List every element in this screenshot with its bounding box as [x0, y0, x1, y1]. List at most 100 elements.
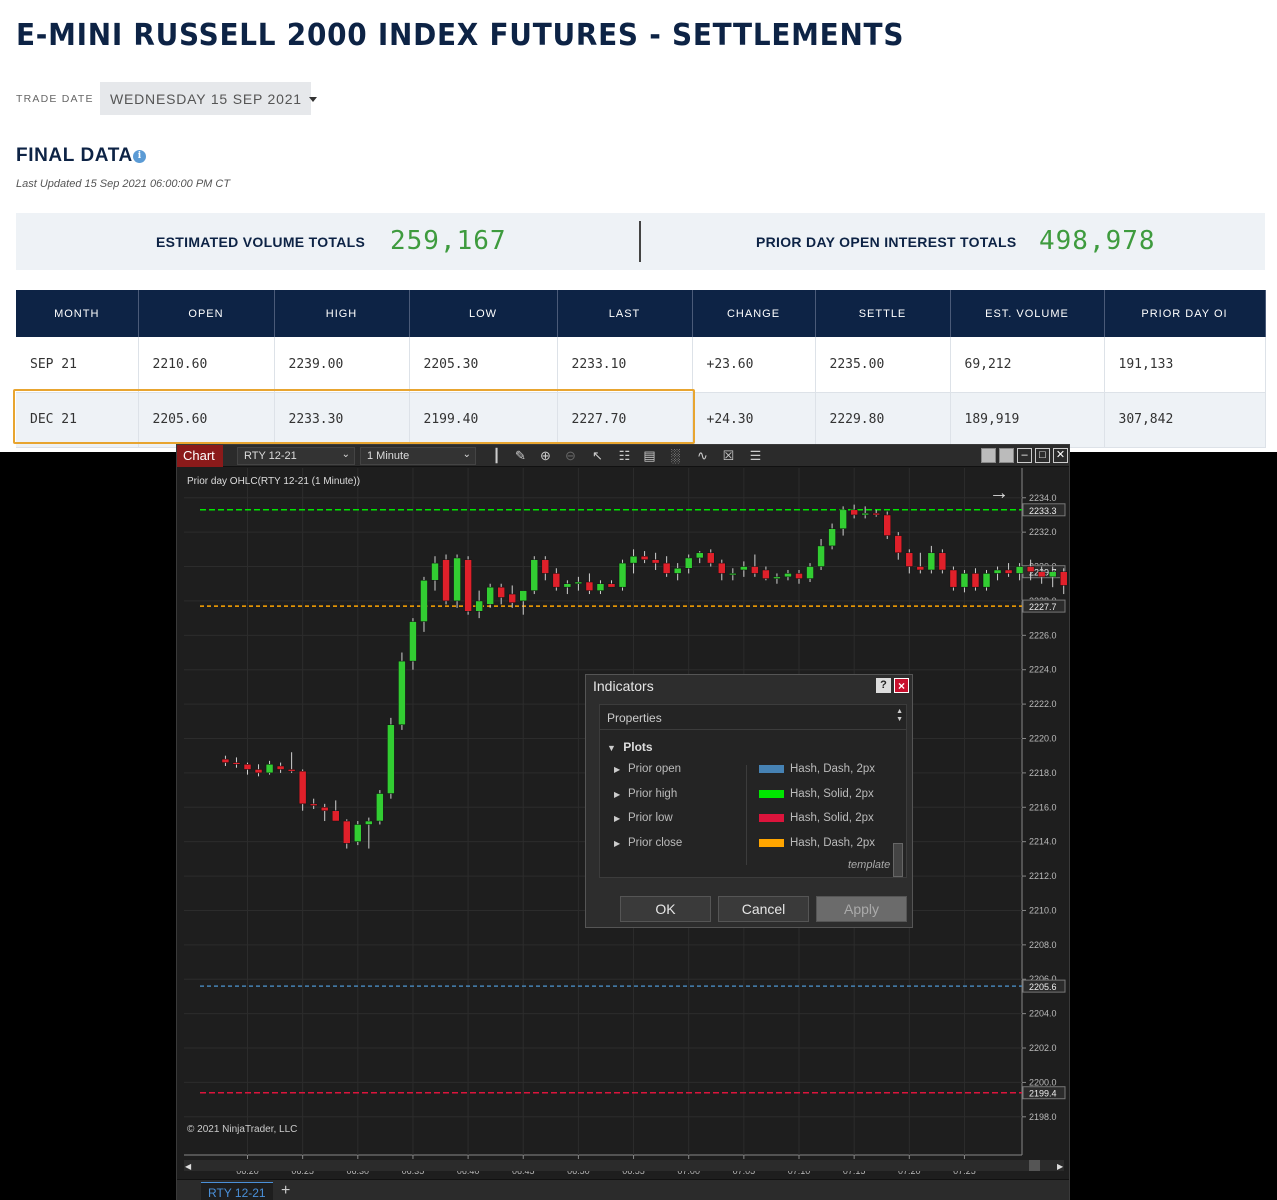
- trade-date-dropdown[interactable]: WEDNESDAY 15 SEP 2021: [100, 82, 317, 115]
- drawing-objects-icon[interactable]: ∿: [697, 448, 708, 463]
- candle-down: [254, 769, 263, 774]
- list-icon[interactable]: ☰: [749, 448, 762, 463]
- table-cell: 2233.10: [557, 337, 693, 393]
- color-swatch[interactable]: [759, 790, 784, 798]
- candle-down: [1004, 569, 1013, 574]
- template-label[interactable]: template: [848, 859, 891, 871]
- page-title: E-MINI RUSSELL 2000 INDEX FUTURES - SETT…: [16, 18, 905, 53]
- candle-down: [343, 820, 351, 844]
- plot-name: Prior low: [628, 812, 673, 824]
- plots-group[interactable]: ▼ Plots: [607, 740, 653, 754]
- column-header[interactable]: LAST: [557, 290, 693, 337]
- candle-down: [949, 569, 958, 588]
- table-cell: +24.30: [692, 392, 816, 448]
- candle-up: [784, 573, 792, 578]
- table-cell: 2205.30: [409, 337, 558, 393]
- price-marker: [1022, 1086, 1066, 1100]
- plots-label: Plots: [623, 740, 653, 754]
- instrument-tab[interactable]: RTY 12-21: [201, 1182, 273, 1200]
- info-icon[interactable]: i: [133, 150, 146, 163]
- column-header[interactable]: MONTH: [16, 290, 139, 337]
- price-marker-label: 2199.4: [1029, 1089, 1057, 1099]
- close-icon[interactable]: ✕: [1053, 448, 1068, 463]
- pointer-icon[interactable]: ↖: [592, 448, 603, 463]
- chart-title-tab[interactable]: Chart: [177, 445, 223, 467]
- scrollbar-thumb: [1029, 1160, 1040, 1171]
- column-header[interactable]: LOW: [409, 290, 558, 337]
- zoom-in-icon[interactable]: ⊕: [540, 448, 551, 463]
- candle-up: [817, 545, 825, 567]
- table-cell: 2229.80: [815, 392, 951, 448]
- column-header[interactable]: PRIOR DAY OI: [1104, 290, 1266, 337]
- column-header[interactable]: OPEN: [138, 290, 275, 337]
- column-header[interactable]: CHANGE: [692, 290, 816, 337]
- plot-row-prior-high[interactable]: ▶ Prior high Hash, Solid, 2px: [614, 788, 894, 808]
- caret-down-icon: ▼: [607, 743, 616, 753]
- zoom-out-icon[interactable]: ⊖: [565, 448, 576, 463]
- candle-down: [640, 555, 649, 560]
- totals-divider: [639, 221, 641, 262]
- y-tick-label: 2220.0: [1029, 733, 1057, 743]
- plot-row-prior-open[interactable]: ▶ Prior open Hash, Dash, 2px: [614, 763, 894, 783]
- last-updated-text: Last Updated 15 Sep 2021 06:00:00 PM CT: [16, 178, 231, 190]
- ok-button[interactable]: OK: [620, 896, 711, 922]
- bar-type-icon[interactable]: ┃: [492, 448, 501, 463]
- chart-tabs-bar: RTY 12-21 +: [177, 1179, 1069, 1200]
- plot-row-prior-close[interactable]: ▶ Prior close Hash, Dash, 2px: [614, 837, 894, 857]
- color-swatch[interactable]: [759, 839, 784, 847]
- price-marker-label: 2233.3: [1029, 506, 1057, 516]
- candle-down: [221, 758, 230, 763]
- candle-up: [1048, 571, 1057, 578]
- minimize-icon[interactable]: –: [1017, 448, 1032, 463]
- draw-tool-icon[interactable]: ✎: [515, 448, 526, 463]
- y-tick-label: 2216.0: [1029, 802, 1057, 812]
- panel-scrollbar[interactable]: [893, 843, 903, 877]
- arrow-right-icon[interactable]: →: [989, 482, 1009, 504]
- instrument-select[interactable]: RTY 12-21 ⌄: [237, 447, 355, 465]
- plot-row-prior-low[interactable]: ▶ Prior low Hash, Solid, 2px: [614, 812, 894, 832]
- y-tick-label: 2218.0: [1029, 768, 1057, 778]
- candle-up: [839, 509, 847, 529]
- candle-down: [1026, 566, 1035, 572]
- candle-up: [265, 764, 274, 774]
- y-tick-label: 2204.0: [1029, 1009, 1057, 1019]
- interval-select[interactable]: 1 Minute ⌄: [360, 447, 476, 465]
- table-cell: 2239.00: [274, 337, 410, 393]
- table-cell: 307,842: [1104, 392, 1266, 448]
- tile-right-icon[interactable]: [999, 448, 1014, 463]
- properties-icon[interactable]: ☒: [722, 448, 735, 463]
- column-header[interactable]: SETTLE: [815, 290, 951, 337]
- caret-right-icon: ▶: [614, 790, 621, 799]
- candle-up: [695, 552, 704, 559]
- candle-up: [420, 580, 428, 622]
- copyright-text: © 2021 NinjaTrader, LLC: [187, 1124, 297, 1135]
- indicators-icon[interactable]: ░: [670, 448, 681, 463]
- cancel-button[interactable]: Cancel: [718, 896, 809, 922]
- table-cell: 189,919: [950, 392, 1105, 448]
- candle-up: [398, 660, 406, 725]
- y-tick-label: 2234.0: [1029, 493, 1057, 503]
- close-icon[interactable]: ×: [894, 678, 909, 693]
- data-box-icon[interactable]: ☷: [618, 448, 631, 463]
- table-row: SEP 21 2210.60 2239.00 2205.30 2233.10 +…: [16, 337, 1266, 393]
- instrument-value: RTY 12-21: [244, 450, 297, 462]
- add-tab-icon[interactable]: +: [281, 1182, 291, 1199]
- column-header[interactable]: HIGH: [274, 290, 410, 337]
- y-tick-label: 2226.0: [1029, 630, 1057, 640]
- maximize-icon[interactable]: □: [1035, 448, 1050, 463]
- color-swatch[interactable]: [759, 814, 784, 822]
- color-swatch[interactable]: [759, 765, 784, 773]
- table-cell: SEP 21: [16, 337, 139, 393]
- spinner-icon[interactable]: ▲ ▼: [896, 708, 903, 723]
- column-header[interactable]: EST. VOLUME: [950, 290, 1105, 337]
- help-icon[interactable]: ?: [876, 678, 891, 693]
- y-tick-label: 2232.0: [1029, 527, 1057, 537]
- apply-button[interactable]: Apply: [816, 896, 907, 922]
- tile-left-icon[interactable]: [981, 448, 996, 463]
- candle-up: [376, 793, 384, 822]
- table-cell: 2235.00: [815, 337, 951, 393]
- properties-header[interactable]: Properties ▲ ▼: [600, 705, 906, 730]
- strategy-icon[interactable]: ▤: [643, 448, 656, 463]
- candle-up: [993, 569, 1002, 574]
- interval-value: 1 Minute: [367, 450, 410, 462]
